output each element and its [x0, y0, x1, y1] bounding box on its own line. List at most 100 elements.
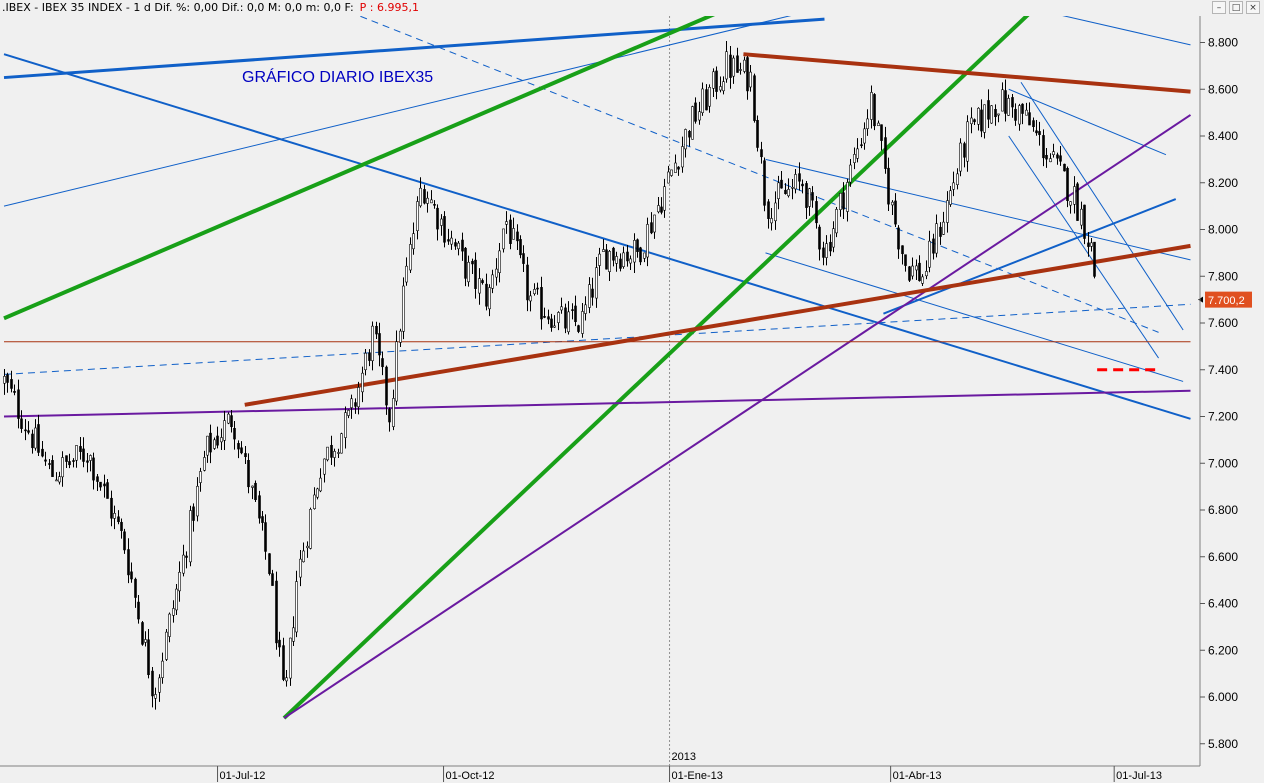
candle-body	[65, 455, 68, 462]
candle-body	[516, 231, 519, 242]
candle-body	[392, 398, 395, 427]
trendline-blue-upper-right-1	[1062, 16, 1191, 46]
candle-body	[244, 453, 247, 458]
candle-body	[416, 201, 419, 232]
candle-body	[350, 398, 353, 408]
candle-body	[825, 243, 828, 258]
chart-annotation: GRÁFICO DIARIO IBEX35	[242, 67, 433, 86]
y-tick-label: 8.600	[1208, 82, 1238, 96]
candle-body	[519, 239, 522, 256]
candle-body	[1001, 89, 1004, 112]
candle-body	[1004, 90, 1007, 114]
close-button[interactable]: ×	[1246, 1, 1260, 14]
trendline-blue-downtrend-main	[3, 53, 1191, 420]
candle-body	[808, 188, 811, 207]
candle-body	[746, 57, 749, 92]
candle-body	[760, 149, 763, 158]
candle-body	[1080, 208, 1083, 226]
candle-body	[120, 521, 123, 531]
candle-body	[932, 238, 935, 254]
candle-body	[333, 451, 336, 458]
y-tick-label: 8.400	[1208, 129, 1238, 143]
candle-body	[619, 258, 622, 269]
candle-body	[340, 433, 343, 454]
candle-body	[409, 244, 412, 271]
candle-body	[987, 100, 990, 120]
candle-body	[6, 374, 9, 383]
candle-body	[86, 460, 89, 463]
candle-body	[464, 247, 467, 279]
candle-body	[161, 660, 164, 678]
candle-body	[591, 288, 594, 298]
candle-body	[467, 261, 470, 283]
candle-body	[691, 106, 694, 140]
candle-body	[777, 182, 780, 199]
candle-body	[103, 483, 106, 487]
candle-body	[209, 432, 212, 453]
candle-body	[805, 183, 808, 208]
candle-body	[722, 81, 725, 92]
candle-body	[1049, 158, 1052, 163]
candle-body	[849, 164, 852, 183]
x-tick-label: 01-Jul-12	[220, 770, 266, 782]
candle-body	[440, 218, 443, 226]
y-tick-label: 6.400	[1208, 597, 1238, 611]
axis-layer: 8.800 8.600 8.400 8.200 8.000 7.800 7.600 7.400…	[0, 16, 1238, 782]
candle-body	[34, 427, 37, 449]
candle-body	[732, 57, 735, 77]
candles-layer	[3, 40, 1096, 710]
candle-body	[966, 121, 969, 162]
candle-body	[935, 223, 938, 254]
candle-body	[375, 325, 378, 335]
candle-body	[866, 118, 869, 129]
year-marker: 2013	[672, 751, 696, 763]
candle-body	[835, 209, 838, 234]
candle-body	[92, 457, 95, 481]
candle-body	[141, 622, 144, 645]
candle-body	[688, 130, 691, 138]
candle-body	[364, 352, 367, 371]
candle-body	[247, 459, 250, 488]
candle-body	[254, 482, 257, 500]
candle-body	[853, 154, 856, 163]
candle-body	[330, 444, 333, 458]
x-tick-label: 01-Ene-13	[672, 770, 723, 782]
candle-body	[388, 408, 391, 423]
candle-body	[395, 341, 398, 402]
candle-body	[344, 412, 347, 438]
candle-body	[491, 274, 494, 289]
candle-body	[313, 494, 316, 510]
candle-body	[1021, 103, 1024, 114]
candle-body	[770, 218, 773, 224]
candle-body	[172, 608, 175, 616]
chart-title-bar: .IBEX - IBEX 35 INDEX - 1 d Dif. %: 0,00…	[0, 0, 1264, 16]
candle-body	[870, 92, 873, 120]
candle-body	[629, 258, 632, 264]
candle-body	[337, 452, 340, 454]
candle-body	[110, 497, 113, 519]
candle-body	[798, 173, 801, 182]
candle-body	[213, 439, 216, 449]
candle-body	[220, 437, 223, 443]
minimize-button[interactable]: –	[1212, 1, 1226, 14]
candle-body	[106, 482, 109, 499]
candle-body	[505, 221, 508, 225]
instrument-info: .IBEX - IBEX 35 INDEX - 1 d Dif. %: 0,00…	[2, 1, 419, 14]
candle-body	[1014, 108, 1017, 121]
candle-body	[237, 443, 240, 450]
candle-body	[811, 192, 814, 201]
instrument-stats: .IBEX - IBEX 35 INDEX - 1 d Dif. %: 0,00…	[2, 1, 354, 14]
x-tick-label: 01-Jul-13	[1116, 770, 1162, 782]
candle-body	[368, 352, 371, 361]
candle-body	[536, 287, 539, 290]
candle-body	[925, 271, 928, 277]
candle-body	[240, 447, 243, 454]
maximize-button[interactable]: □	[1229, 1, 1243, 14]
candle-body	[997, 113, 1000, 116]
candle-body	[633, 240, 636, 263]
candle-body	[577, 325, 580, 332]
candle-body	[842, 192, 845, 210]
candle-body	[17, 389, 20, 419]
